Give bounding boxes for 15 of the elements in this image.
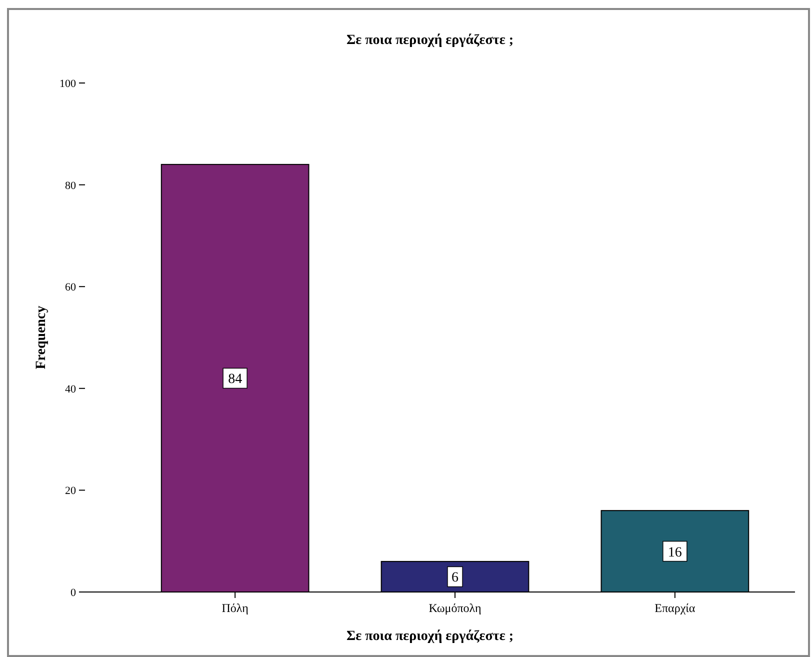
y-tick-label: 100 [60, 78, 76, 90]
y-tick-label: 40 [65, 383, 76, 396]
y-tick-label: 60 [65, 282, 76, 294]
x-tick-label: Κωμόπολη [428, 601, 482, 615]
chart-title: Σε ποια περιοχή εργάζεστε ; [346, 33, 514, 48]
data-label: 6 [452, 570, 458, 586]
y-tick-label: 0 [70, 587, 76, 599]
y-tick-label: 20 [65, 485, 76, 498]
data-label: 84 [228, 372, 242, 388]
x-tick-label: Επαρχία [654, 601, 696, 615]
data-label: 16 [668, 545, 682, 560]
y-axis-title: Frequency [34, 306, 49, 370]
y-tick-label: 80 [65, 180, 76, 192]
x-axis-title: Σε ποια περιοχή εργάζεστε ; [346, 629, 514, 644]
x-tick-label: Πόλη [222, 601, 248, 615]
